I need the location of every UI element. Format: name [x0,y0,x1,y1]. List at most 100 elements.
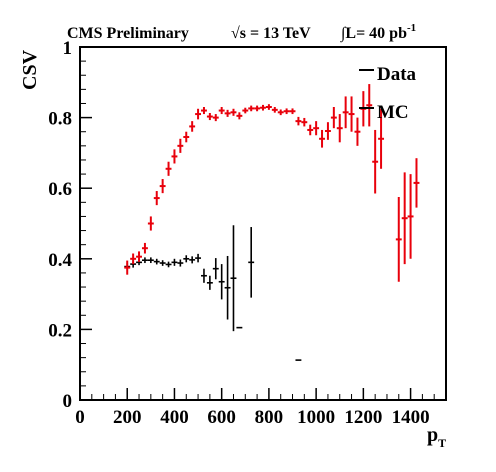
data-point [153,258,160,265]
mc-point [206,113,213,121]
mc-point [277,109,284,116]
x-tick-label: 1400 [392,407,430,428]
mc-point [260,104,266,111]
lumi-label: ∫L= 40 pb-1 [340,22,416,43]
mc-point [342,96,349,129]
series-mc [124,84,420,282]
data-point [141,257,148,264]
mc-point [407,174,414,259]
mc-point [395,197,402,282]
mc-point [324,122,331,140]
mc-point [153,191,160,206]
mc-point [307,124,314,136]
legend-label: MC [377,102,409,123]
legend-entry-data: Data [359,64,417,85]
data-point [159,260,166,266]
mc-point [171,149,178,164]
mc-point [401,172,408,265]
data-point [224,255,231,320]
mc-point [230,108,237,116]
mc-point [248,105,255,112]
legend-entry-mc: MC [359,102,409,123]
integral-symbol: ∫ [340,25,347,43]
data-point [206,275,213,290]
mc-point [183,131,190,143]
data-point [218,264,225,300]
x-tick-label: 1000 [297,407,335,428]
mc-point [295,116,302,126]
mc-point [372,129,379,194]
mc-point [271,107,278,113]
mc-point [378,108,385,169]
mc-point [283,108,290,115]
x-tick-label: 1200 [344,407,382,428]
mc-point [165,161,172,176]
x-tick-label: 600 [207,407,236,428]
data-point [189,256,196,264]
data-point [195,253,202,263]
series-layer [124,84,420,361]
data-point [183,255,190,263]
mc-point [348,96,355,132]
experiment-label: CMS Preliminary [67,25,189,42]
mc-point [336,114,343,143]
data-point [171,258,178,266]
axes: 0 0.2 0.4 0.6 0.8 1 0 200 400 600 800 1000 1200 1400 [48,38,447,428]
data-point [147,257,154,264]
y-tick-label: 0 [63,391,73,412]
mc-point [236,112,243,120]
x-tick-label: 800 [255,407,284,428]
x-axis-title: pT [427,424,446,450]
mc-point [218,107,225,115]
energy-text: s = 13 TeV [240,25,311,42]
mc-point [224,109,231,117]
x-axis-title-main: p [427,424,438,446]
energy-label: √s = 13 TeV [231,25,311,42]
mc-point [265,104,272,110]
series-data [124,225,302,361]
y-tick-label: 0.2 [48,320,72,341]
mc-point [254,105,261,112]
data-point [230,225,237,332]
mc-point [319,129,325,148]
mc-point [141,242,148,254]
mc-point [130,253,137,265]
x-tick-label: 200 [113,407,142,428]
y-tick-label: 0.6 [48,179,72,200]
mc-point [301,117,308,127]
mc-point [159,179,166,194]
mc-point [366,84,373,127]
mc-point [136,251,142,262]
plot-frame [79,46,447,401]
data-point [201,268,207,283]
y-tick-label: 1 [63,38,73,59]
mc-point [189,121,196,132]
mc-point [413,158,420,208]
mc-point [147,216,154,231]
lumi-exponent: -1 [407,22,416,34]
legend: Data MC [359,64,417,123]
mc-point [212,114,219,122]
y-axis-title: CSV [19,49,41,90]
mc-point [177,138,184,153]
mc-point [195,108,202,120]
x-tick-label: 0 [75,407,85,428]
mc-point [124,260,131,275]
sqrt-symbol: √ [231,25,240,42]
data-point [177,259,184,267]
lumi-text: L= 40 pb [345,25,407,42]
data-point [212,258,219,280]
mc-point [313,121,320,136]
mc-point [289,108,296,115]
data-point [165,261,172,268]
y-tick-label: 0.4 [48,250,72,271]
x-axis-title-subscript: T [438,436,446,450]
mc-point [330,107,337,129]
data-point [248,227,255,298]
mc-point [201,107,207,115]
y-tick-label: 0.8 [48,109,72,130]
legend-label: Data [377,64,417,85]
